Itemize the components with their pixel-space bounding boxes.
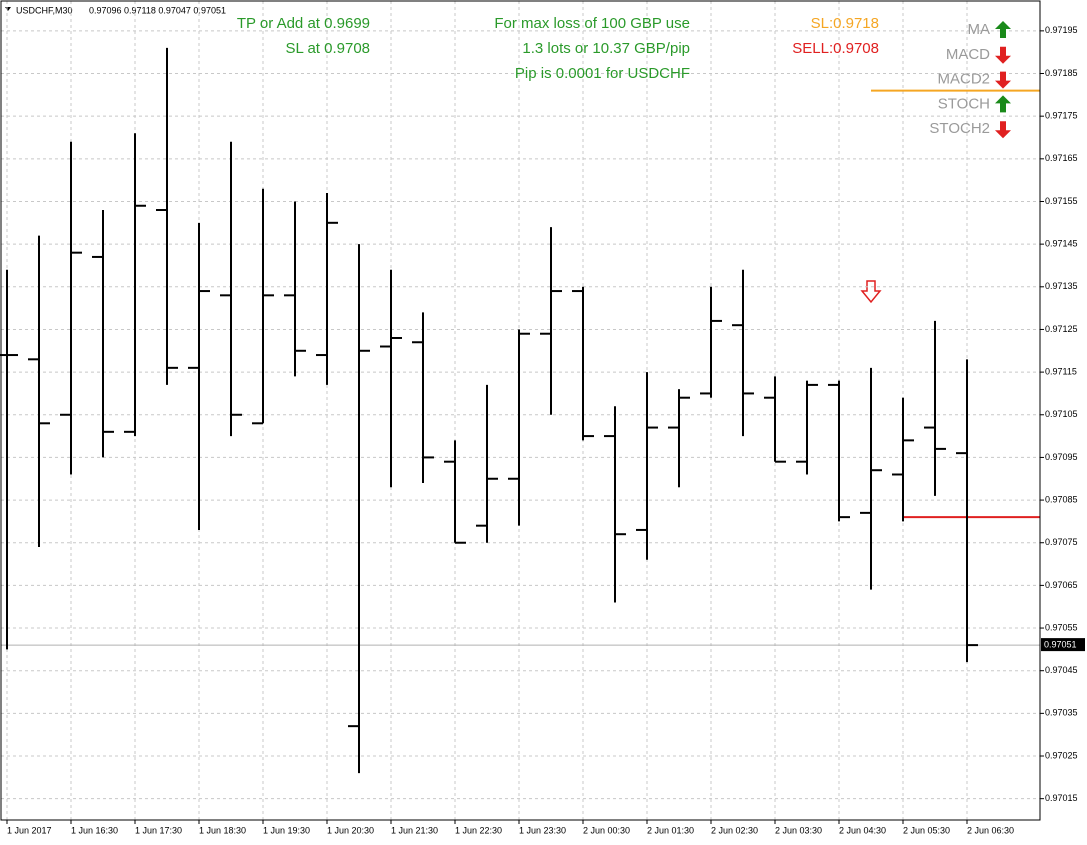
y-tick-label: 0.97065 [1045, 580, 1078, 590]
x-tick-label: 2 Jun 02:30 [711, 825, 758, 835]
current-price-label: 0.97051 [1044, 639, 1077, 649]
x-tick-label: 1 Jun 18:30 [199, 825, 246, 835]
y-tick-label: 0.97045 [1045, 665, 1078, 675]
y-tick-label: 0.97035 [1045, 708, 1078, 718]
x-tick-label: 1 Jun 21:30 [391, 825, 438, 835]
x-tick-label: 2 Jun 05:30 [903, 825, 950, 835]
y-tick-label: 0.97015 [1045, 793, 1078, 803]
x-tick-label: 2 Jun 06:30 [967, 825, 1014, 835]
x-tick-label: 2 Jun 03:30 [775, 825, 822, 835]
x-tick-label: 1 Jun 16:30 [71, 825, 118, 835]
x-tick-label: 1 Jun 19:30 [263, 825, 310, 835]
x-tick-label: 1 Jun 22:30 [455, 825, 502, 835]
indicator-label: STOCH [938, 95, 990, 112]
plot-border [0, 0, 1041, 821]
annotation: SL at 0.9708 [285, 40, 370, 57]
y-tick-label: 0.97025 [1045, 750, 1078, 760]
x-tick-label: 1 Jun 2017 [7, 825, 52, 835]
y-tick-label: 0.97125 [1045, 324, 1078, 334]
signal-arrow [995, 121, 1011, 139]
annotation: SELL:0.9708 [792, 40, 879, 57]
y-tick-label: 0.97085 [1045, 494, 1078, 504]
x-tick-label: 2 Jun 04:30 [839, 825, 886, 835]
x-tick-label: 1 Jun 20:30 [327, 825, 374, 835]
y-tick-label: 0.97175 [1045, 111, 1078, 121]
y-tick-label: 0.97195 [1045, 25, 1078, 35]
signal-arrow [995, 95, 1011, 113]
x-tick-label: 1 Jun 23:30 [519, 825, 566, 835]
x-tick-label: 1 Jun 17:30 [135, 825, 182, 835]
signal-arrow [995, 21, 1011, 38]
signal-arrow [995, 46, 1011, 64]
x-tick-label: 2 Jun 01:30 [647, 825, 694, 835]
indicator-label: STOCH2 [929, 120, 990, 137]
annotation: For max loss of 100 GBP use [494, 15, 690, 32]
y-tick-label: 0.97155 [1045, 196, 1078, 206]
annotation: Pip is 0.0001 for USDCHF [515, 65, 690, 82]
sell-arrow [860, 280, 882, 304]
x-tick-label: 2 Jun 00:30 [583, 825, 630, 835]
symbol-title: USDCHF,M30 [16, 5, 73, 15]
current-price-box [1041, 638, 1085, 652]
y-tick-label: 0.97145 [1045, 239, 1078, 249]
signal-arrow [995, 71, 1011, 89]
y-tick-label: 0.97135 [1045, 281, 1078, 291]
indicator-label: MACD [946, 46, 990, 63]
y-tick-label: 0.97075 [1045, 537, 1078, 547]
y-tick-label: 0.97165 [1045, 153, 1078, 163]
y-tick-label: 0.97105 [1045, 409, 1078, 419]
y-tick-label: 0.97185 [1045, 68, 1078, 78]
indicator-label: MA [968, 21, 991, 38]
y-tick-label: 0.97055 [1045, 622, 1078, 632]
annotation: SL:0.9718 [811, 15, 879, 32]
y-tick-label: 0.97095 [1045, 452, 1078, 462]
indicator-label: MACD2 [937, 71, 990, 88]
y-tick-label: 0.97115 [1045, 366, 1077, 376]
quote: 0.97096 0.97118 0.97047 0.97051 [89, 5, 226, 15]
annotation: 1.3 lots or 10.37 GBP/pip [522, 40, 690, 57]
annotation: TP or Add at 0.9699 [237, 15, 370, 32]
